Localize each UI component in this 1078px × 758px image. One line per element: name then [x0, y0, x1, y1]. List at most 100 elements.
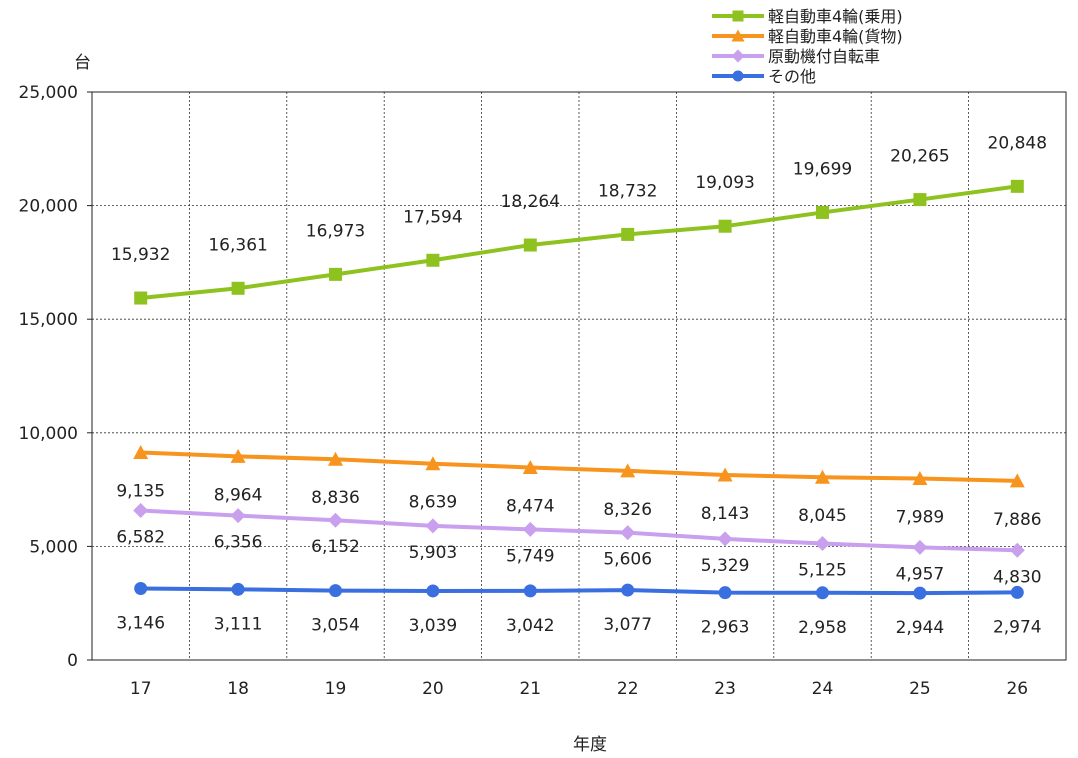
circle-marker: [329, 584, 342, 598]
legend-entry: 軽自動車4輪(貨物): [712, 27, 903, 46]
square-marker: [816, 205, 829, 219]
triangle-marker: [912, 470, 928, 485]
circle-marker: [523, 584, 537, 598]
data-label: 16,361: [208, 235, 267, 255]
data-label: 16,973: [306, 221, 365, 241]
data-label: 6,152: [311, 537, 360, 557]
diamond-marker: [133, 502, 149, 518]
data-labels: 15,932 16,361 16,973 17,594 18,264 18,732 19,0…: [111, 133, 1047, 638]
series-1: [134, 179, 1024, 305]
data-label: 3,111: [214, 614, 263, 634]
data-label: 19,093: [695, 173, 754, 193]
data-label: 5,749: [506, 546, 555, 566]
x-axis-title: 年度: [573, 735, 607, 755]
x-tick-label: 22: [617, 679, 639, 699]
triangle-marker: [425, 456, 441, 471]
data-label: 3,039: [409, 616, 458, 636]
diamond-marker: [328, 512, 343, 528]
data-label: 15,932: [111, 245, 170, 265]
x-tick-label: 26: [1006, 679, 1028, 699]
data-label: 18,264: [501, 192, 560, 212]
triangle-marker: [620, 463, 636, 478]
y-tick-labels: 0 5,000 10,000 15,000 20,000 25,000: [19, 83, 78, 671]
x-tick-label: 19: [325, 679, 347, 699]
circle-marker: [426, 584, 440, 598]
circle-marker: [621, 583, 635, 597]
x-tick-label: 17: [130, 679, 152, 699]
diamond-marker: [717, 531, 733, 547]
data-label: 9,135: [116, 481, 165, 501]
data-label: 8,639: [409, 493, 458, 513]
data-label: 6,582: [116, 527, 165, 547]
data-label: 7,886: [993, 510, 1042, 530]
data-label: 2,944: [896, 618, 945, 638]
data-label: 18,732: [598, 181, 657, 201]
y-axis-title: 台: [74, 53, 91, 73]
triangle-marker: [328, 451, 343, 466]
diamond-marker: [425, 518, 441, 534]
legend-entry: 軽自動車4輪(乗用): [712, 7, 903, 26]
series-group: [133, 179, 1025, 600]
square-marker: [1010, 179, 1024, 193]
y-tick-label: 25,000: [19, 83, 78, 103]
data-label: 2,963: [701, 618, 750, 638]
x-tick-label: 21: [519, 679, 541, 699]
circle-marker: [718, 586, 732, 600]
circle-marker: [231, 582, 245, 596]
data-label: 20,265: [890, 147, 949, 167]
x-tick-label: 23: [714, 679, 736, 699]
y-tick-label: 20,000: [19, 197, 78, 217]
series-line: [140, 508, 1018, 553]
diamond-marker: [912, 539, 928, 555]
data-label: 4,830: [993, 567, 1042, 587]
square-marker: [329, 267, 342, 281]
square-marker: [231, 281, 245, 295]
square-marker: [718, 219, 732, 233]
data-label: 8,964: [214, 485, 263, 505]
series-line: [140, 586, 1018, 596]
data-label: 17,594: [403, 207, 462, 227]
triangle-marker: [133, 444, 149, 459]
diamond-marker: [731, 49, 745, 63]
circle-marker: [913, 586, 927, 600]
data-label: 5,903: [409, 543, 458, 563]
circle-marker: [134, 582, 148, 596]
y-tick-label: 5,000: [29, 537, 78, 557]
square-marker: [621, 227, 635, 241]
series-4: [134, 582, 1024, 600]
triangle-marker: [230, 448, 246, 463]
x-tick-label: 20: [422, 679, 444, 699]
triangle-marker: [1009, 473, 1025, 488]
series-line: [140, 184, 1018, 301]
square-marker: [913, 193, 927, 207]
data-label: 8,045: [798, 506, 847, 526]
diamond-marker: [620, 525, 636, 541]
y-tick-label: 15,000: [19, 310, 78, 330]
circle-marker: [1010, 585, 1024, 599]
series-line: [140, 450, 1018, 483]
triangle-marker: [717, 467, 733, 482]
plot-frame: [91, 91, 1067, 661]
triangle-marker: [815, 469, 830, 484]
circle-marker: [816, 586, 829, 600]
circle-marker: [732, 70, 744, 82]
y-tick-label: 10,000: [19, 424, 78, 444]
data-label: 5,606: [603, 550, 652, 570]
data-label: 4,957: [896, 564, 945, 584]
x-tick-labels: 17 18 19 20 21 22 23 24 25 26: [130, 679, 1028, 699]
triangle-marker: [731, 29, 745, 42]
data-label: 3,146: [116, 614, 165, 634]
legend-entry: その他: [712, 67, 816, 86]
diamond-marker: [230, 508, 246, 524]
diamond-marker: [1009, 542, 1025, 558]
y-tick-label: 0: [67, 651, 78, 671]
legend-label: その他: [768, 67, 816, 86]
data-label: 2,958: [798, 618, 847, 638]
square-marker: [426, 253, 440, 267]
data-label: 3,077: [603, 615, 652, 635]
data-label: 8,326: [603, 500, 652, 520]
data-label: 5,125: [798, 561, 847, 581]
data-label: 20,848: [988, 133, 1047, 153]
